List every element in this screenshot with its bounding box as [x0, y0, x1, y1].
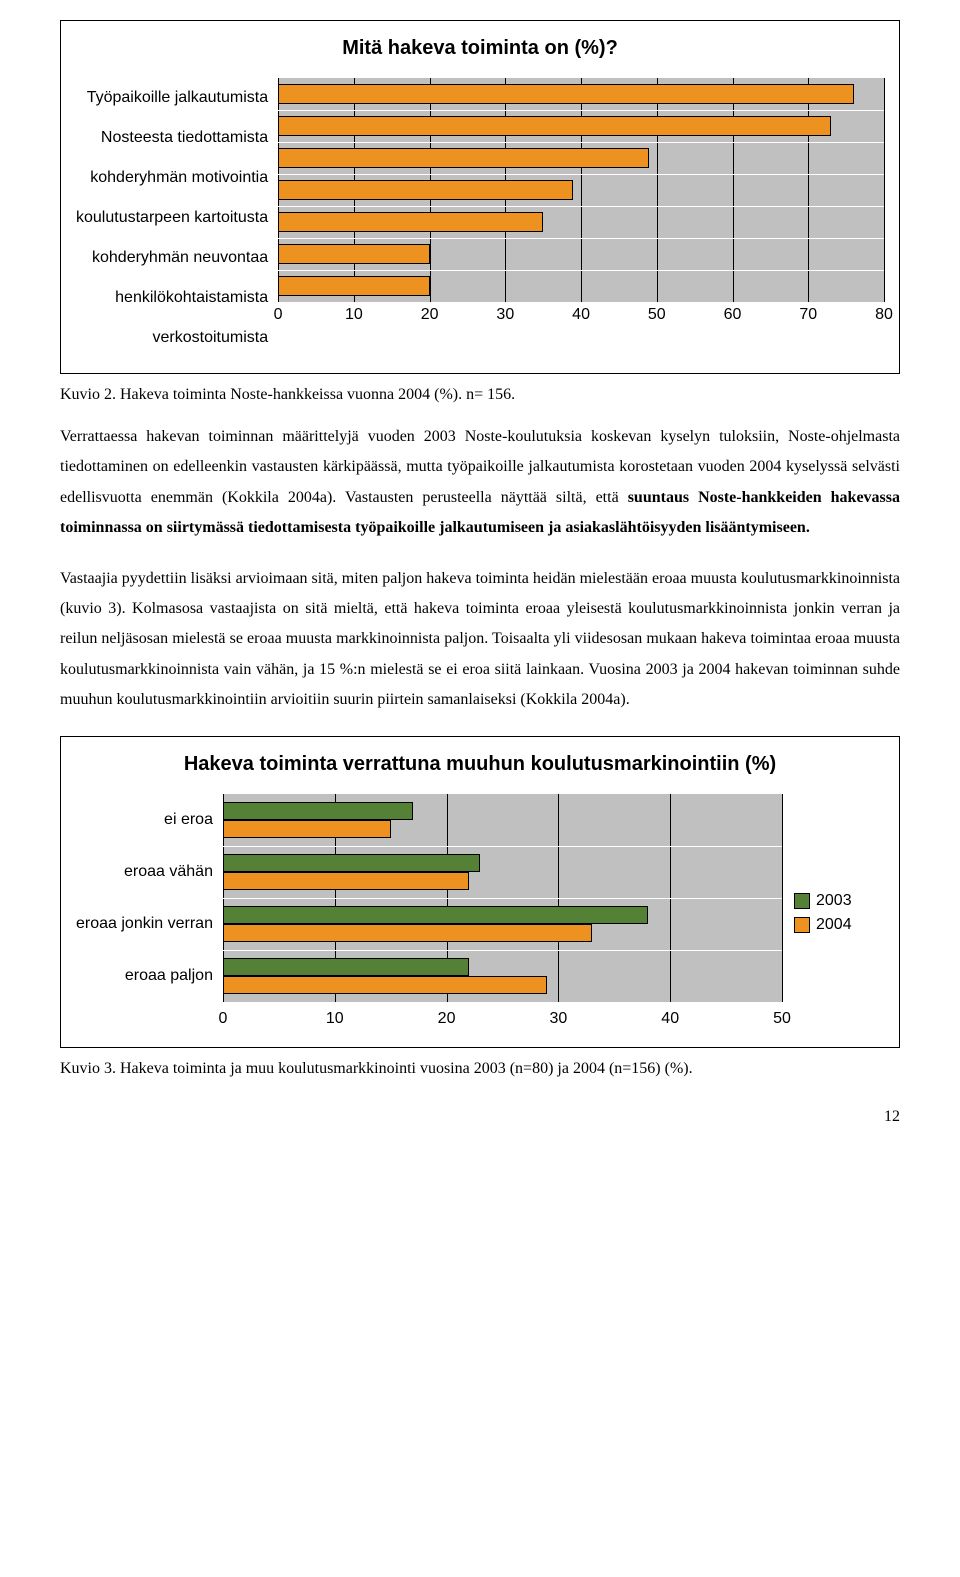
chart2-tick-label: 0 [219, 1010, 228, 1028]
chart1-category-label: Nosteesta tiedottamista [76, 118, 278, 158]
chart2-tick-label: 20 [438, 1010, 456, 1028]
chart1-bar [278, 180, 573, 200]
chart2-bar [223, 924, 592, 942]
chart2-legend-label: 2004 [816, 916, 852, 934]
chart1-caption: Kuvio 2. Hakeva toiminta Noste-hankkeiss… [60, 386, 900, 404]
chart2-gridline [782, 794, 783, 1002]
chart2-legend-item: 2003 [794, 892, 852, 910]
chart1-bar [278, 276, 429, 296]
chart2-title: Hakeva toiminta verrattuna muuhun koulut… [76, 753, 884, 776]
chart1-plot: 01020304050607080 [278, 78, 884, 358]
chart2-bar [223, 820, 391, 838]
chart2-tick-label: 30 [549, 1010, 567, 1028]
chart1-category-label: Työpaikoille jalkautumista [76, 78, 278, 118]
chart1-category-label: kohderyhmän neuvontaa [76, 238, 278, 278]
chart2-body: ei eroaeroaa vähäneroaa jonkin verranero… [76, 794, 884, 1032]
chart2-legend-swatch [794, 917, 810, 933]
chart1-bar-slot [278, 270, 884, 302]
chart2-tick-label: 40 [661, 1010, 679, 1028]
chart2-category-label: eroaa paljon [76, 950, 223, 1002]
chart1-bar [278, 244, 429, 264]
chart2-legend-item: 2004 [794, 916, 852, 934]
chart2-tick-label: 10 [326, 1010, 344, 1028]
chart1-category-label: henkilökohtaistamista [76, 278, 278, 318]
chart1-tick-label: 20 [421, 306, 439, 324]
chart2-category-label: ei eroa [76, 794, 223, 846]
chart2-legend-swatch [794, 893, 810, 909]
chart2-bar-group [223, 794, 782, 846]
chart2-plot-col: 01020304050 [223, 794, 782, 1032]
chart1-bar-slot [278, 110, 884, 142]
chart1-tick-label: 10 [345, 306, 363, 324]
chart1-tick-label: 50 [648, 306, 666, 324]
chart1-tick-label: 40 [572, 306, 590, 324]
chart2-category-label: eroaa jonkin verran [76, 898, 223, 950]
chart1-body: Työpaikoille jalkautumistaNosteesta tied… [76, 78, 884, 358]
chart1-category-label: kohderyhmän motivointia [76, 158, 278, 198]
chart1-bar [278, 116, 831, 136]
chart2-bar [223, 802, 413, 820]
chart1-tick-label: 60 [724, 306, 742, 324]
chart1-tick-label: 70 [799, 306, 817, 324]
chart1-title: Mitä hakeva toiminta on (%)? [76, 37, 884, 60]
chart1-category-label: verkostoitumista [76, 318, 278, 358]
chart1-bar [278, 148, 649, 168]
chart2-legend: 2003 2004 [782, 794, 884, 1032]
chart1-bar-slot [278, 78, 884, 110]
chart1-bar [278, 84, 854, 104]
chart2-bar [223, 906, 648, 924]
chart2-bar [223, 854, 480, 872]
chart2-caption: Kuvio 3. Hakeva toiminta ja muu koulutus… [60, 1060, 900, 1078]
chart1-bar-slot [278, 206, 884, 238]
chart1-bar-slot [278, 142, 884, 174]
chart2-tick-label: 50 [773, 1010, 791, 1028]
paragraph-1: Verrattaessa hakevan toiminnan määrittel… [60, 422, 900, 544]
chart1-plot-area [278, 78, 884, 302]
chart2-plot-area [223, 794, 782, 1002]
chart2-x-axis: 01020304050 [223, 1002, 782, 1032]
chart2-bar-group [223, 950, 782, 1002]
chart1-container: Mitä hakeva toiminta on (%)? Työpaikoill… [60, 20, 900, 374]
chart1-y-labels: Työpaikoille jalkautumistaNosteesta tied… [76, 78, 278, 358]
chart2-bar [223, 958, 469, 976]
chart1-gridline [884, 78, 885, 302]
chart1-bar-slot [278, 238, 884, 270]
page-number: 12 [60, 1108, 900, 1126]
chart1-tick-label: 0 [274, 306, 283, 324]
chart2-container: Hakeva toiminta verrattuna muuhun koulut… [60, 736, 900, 1048]
chart2-legend-label: 2003 [816, 892, 852, 910]
chart1-x-axis: 01020304050607080 [278, 302, 884, 326]
chart2-category-label: eroaa vähän [76, 846, 223, 898]
chart2-bar [223, 976, 547, 994]
chart1-tick-label: 30 [496, 306, 514, 324]
chart2-bar-group [223, 898, 782, 950]
chart1-bar [278, 212, 543, 232]
chart2-bar-group [223, 846, 782, 898]
chart2-y-labels: ei eroaeroaa vähäneroaa jonkin verranero… [76, 794, 223, 1032]
chart1-category-label: koulutustarpeen kartoitusta [76, 198, 278, 238]
chart1-tick-label: 80 [875, 306, 893, 324]
paragraph-2: Vastaajia pyydettiin lisäksi arvioimaan … [60, 564, 900, 716]
chart2-bar [223, 872, 469, 890]
chart1-bar-slot [278, 174, 884, 206]
